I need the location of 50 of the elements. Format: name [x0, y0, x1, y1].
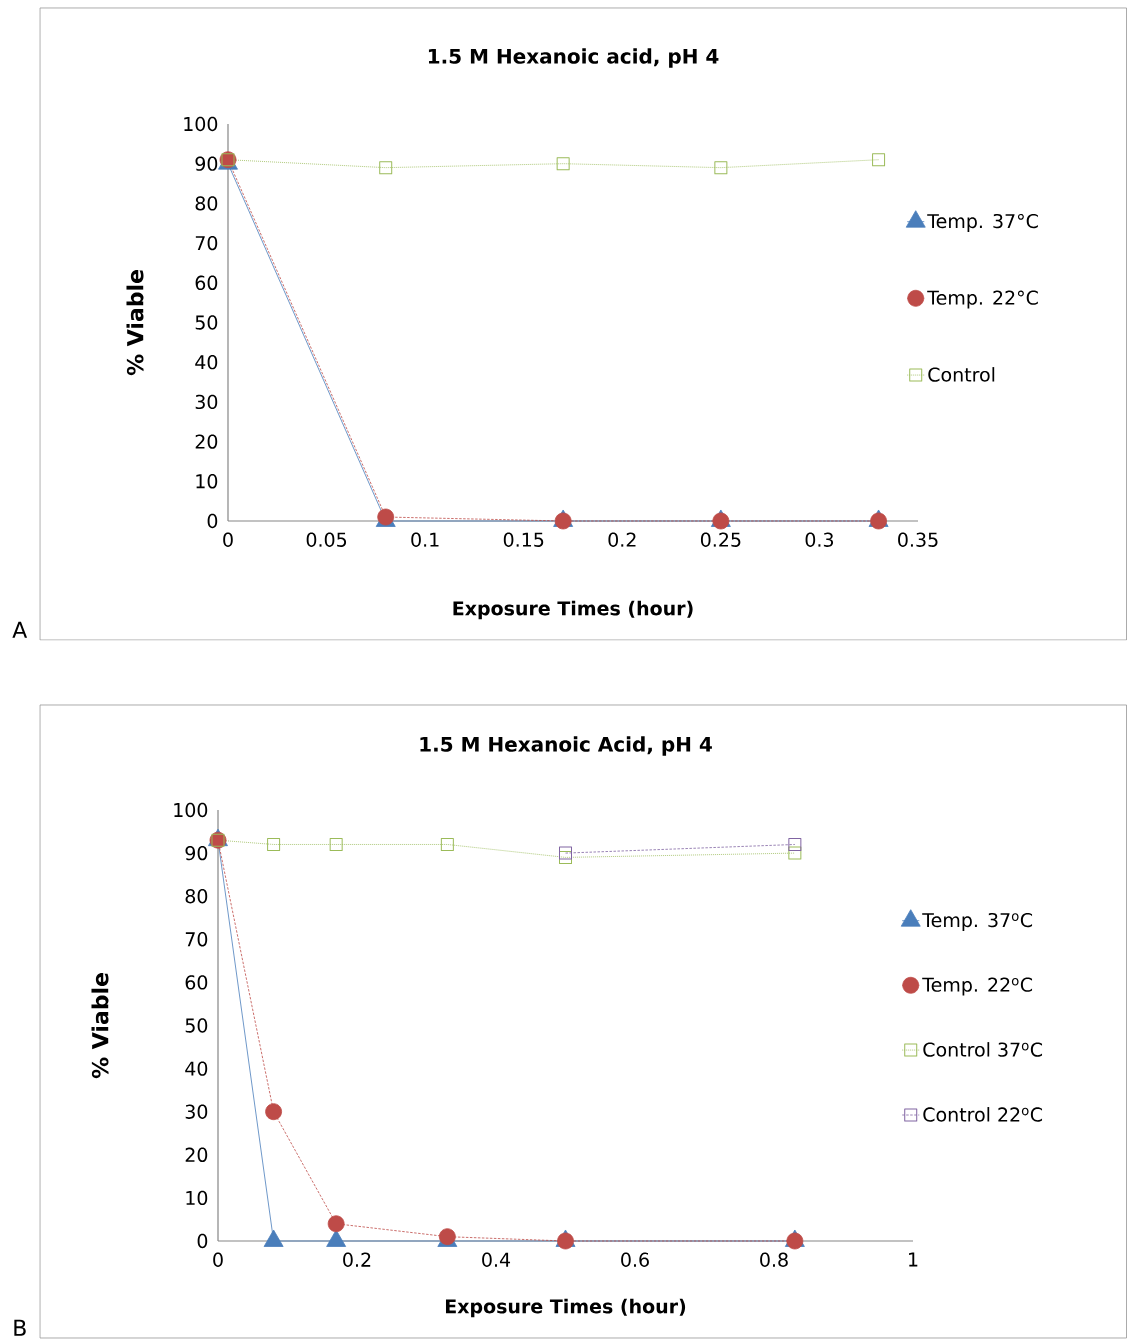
y-tick-label: 70 [195, 235, 218, 251]
chart-title: 1.5 M Hexanoic Acid, pH 4 [420, 736, 712, 756]
y-tick-label: 70 [185, 932, 208, 947]
y-tick-label: 20 [185, 1147, 208, 1162]
x-tick-label: 0.35 [898, 532, 938, 547]
y-tick-label: 60 [195, 275, 218, 290]
text: A [12, 621, 28, 638]
x-tick-label: 0.8 [760, 1252, 788, 1267]
y-tick-label: 10 [196, 474, 218, 489]
x-tick-label: 0.05 [306, 532, 347, 547]
x-tick-label: 0.1 [411, 532, 439, 547]
x-tick-label: 1 [909, 1252, 918, 1267]
legend-label: Control [928, 367, 995, 382]
x-tick-label: 0.4 [482, 1252, 511, 1267]
legend-label: Temp. 22$^{o}$C [922, 977, 1033, 996]
y-tick-label: 90 [185, 845, 208, 861]
y-tick-label: 0 [207, 513, 218, 529]
y-tick-label: 50 [195, 315, 218, 330]
y-tick-label: 30 [195, 394, 218, 410]
y-tick-label: 60 [185, 975, 208, 990]
y-tick-label: 40 [195, 355, 218, 370]
legend-label: Temp. 22°C [927, 290, 1038, 309]
text: B [14, 1319, 26, 1336]
y-tick-label: 90 [195, 156, 218, 171]
y-tick-label: 0 [197, 1233, 208, 1249]
y-tick-label: 100 [174, 802, 208, 818]
y-tick-label: 30 [185, 1104, 208, 1119]
legend-label: Control 22$^{o}$C [923, 1107, 1043, 1122]
legend-label: Temp. 37$^{o}$C [922, 912, 1033, 931]
chart-title: 1.5 M Hexanoic acid, pH 4 [428, 48, 719, 68]
x-tick-label: 0.3 [805, 532, 834, 547]
y-axis-title: % Viable [91, 973, 109, 1079]
y-tick-label: 50 [185, 1018, 208, 1033]
x-axis-title: Exposure Times (hour) [453, 600, 693, 620]
legend-label: Control 37$^{o}$C [923, 1042, 1043, 1057]
y-tick-label: 100 [184, 116, 218, 132]
y-tick-label: 80 [195, 196, 218, 211]
x-tick-label: 0 [223, 532, 233, 547]
y-tick-label: 20 [195, 434, 218, 449]
y-tick-label: 40 [185, 1061, 208, 1076]
x-axis-title: Exposure Times (hour) [445, 1298, 686, 1318]
x-tick-label: 0.6 [621, 1252, 649, 1267]
x-tick-label: 0.2 [343, 1252, 371, 1267]
x-tick-label: 0.2 [608, 532, 636, 547]
y-axis-title: % Viable [126, 270, 144, 376]
x-tick-label: 0.25 [700, 532, 741, 547]
x-tick-label: 0.15 [503, 532, 544, 547]
legend-label: Temp. 37°C [927, 213, 1038, 232]
y-tick-label: 80 [185, 889, 208, 904]
y-tick-label: 10 [186, 1190, 208, 1206]
